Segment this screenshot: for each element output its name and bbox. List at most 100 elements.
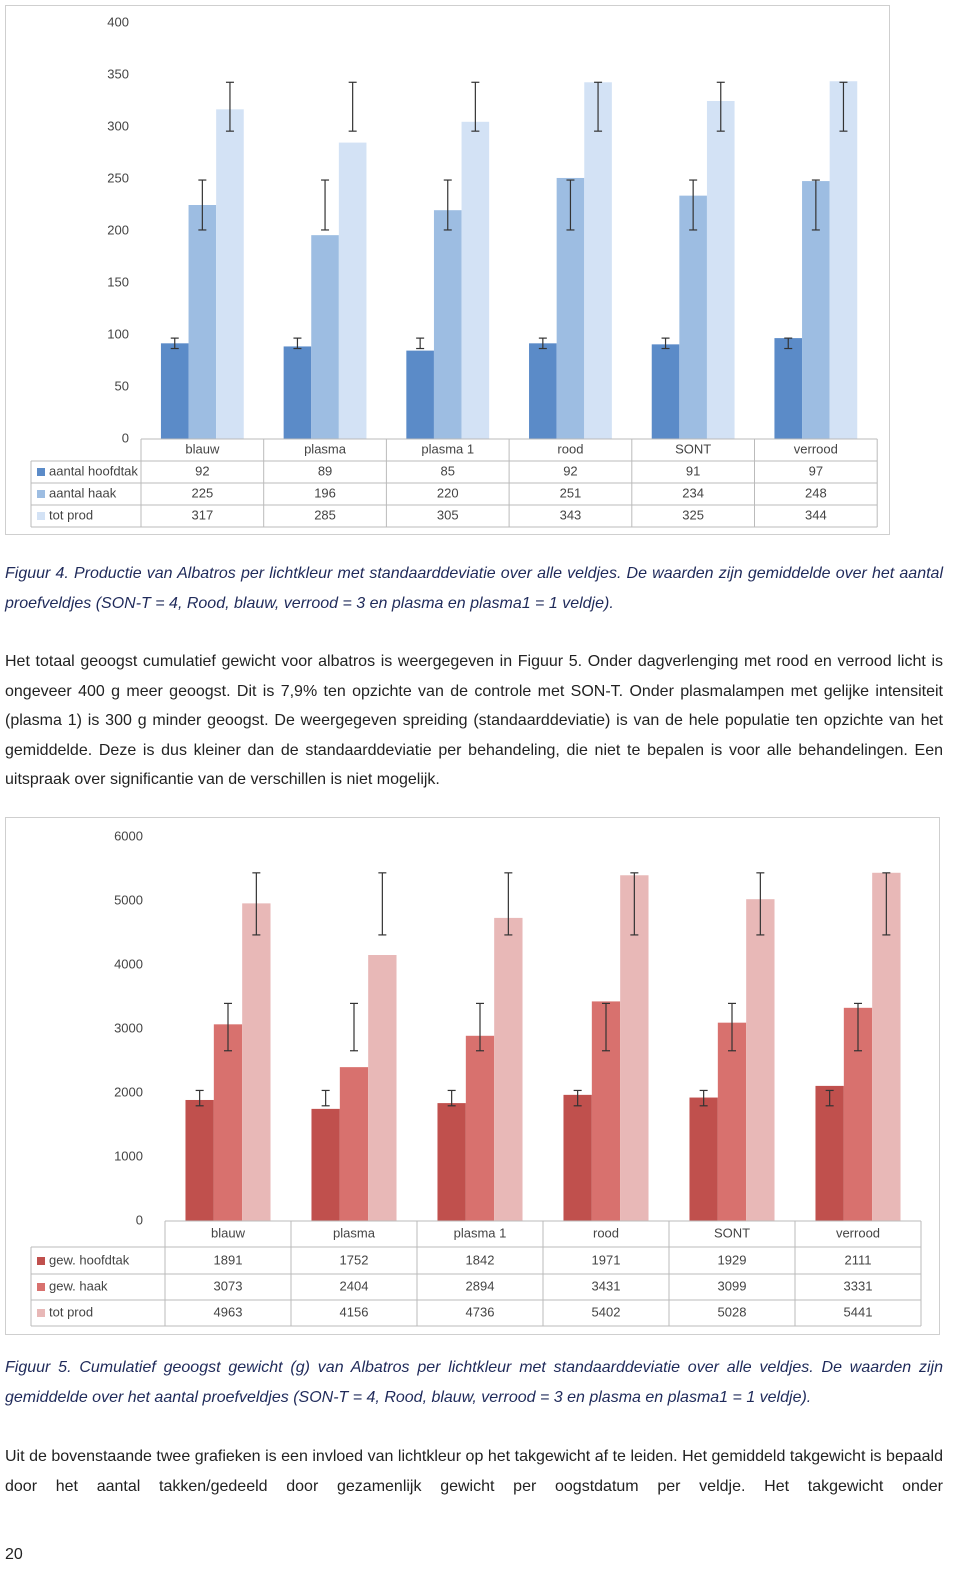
legend-label: gew. haak bbox=[49, 1278, 108, 1293]
table-value: 91 bbox=[686, 463, 700, 478]
category-label: plasma bbox=[304, 441, 347, 456]
table-value: 344 bbox=[805, 507, 827, 522]
bar bbox=[529, 343, 557, 439]
bar bbox=[338, 142, 367, 439]
bar bbox=[311, 235, 339, 439]
table-value: 5402 bbox=[592, 1304, 621, 1319]
bar bbox=[242, 903, 271, 1221]
y-tick-label: 400 bbox=[107, 14, 129, 29]
category-label: rood bbox=[557, 441, 583, 456]
page-number: 20 bbox=[5, 1546, 23, 1563]
legend-label: tot prod bbox=[49, 1304, 93, 1319]
error-bar bbox=[573, 1089, 582, 1107]
table-value: 3073 bbox=[214, 1278, 243, 1293]
paragraph: Het totaal geoogst cumulatief gewicht vo… bbox=[5, 653, 943, 788]
table-value: 5028 bbox=[718, 1304, 747, 1319]
bar bbox=[339, 1067, 369, 1221]
error-bar bbox=[504, 872, 513, 936]
table-value: 1752 bbox=[340, 1252, 369, 1267]
error-bar bbox=[252, 872, 261, 936]
error-bar bbox=[716, 81, 725, 132]
category-label: plasma 1 bbox=[421, 441, 474, 456]
legend-swatch bbox=[37, 1309, 45, 1317]
legend-swatch bbox=[37, 512, 45, 520]
error-bar bbox=[321, 179, 330, 231]
bar bbox=[717, 1022, 747, 1221]
table-value: 305 bbox=[437, 507, 459, 522]
category-label: SONT bbox=[675, 441, 711, 456]
error-bar bbox=[476, 1002, 484, 1052]
category-label: verrood bbox=[794, 441, 838, 456]
error-bar bbox=[784, 337, 793, 350]
table-value: 220 bbox=[437, 485, 459, 500]
table-value: 92 bbox=[195, 463, 209, 478]
y-tick-label: 350 bbox=[107, 66, 129, 81]
bar bbox=[283, 346, 312, 439]
y-tick-label: 3000 bbox=[114, 1020, 143, 1035]
error-bar bbox=[348, 81, 357, 132]
legend-label: aantal hoofdtak bbox=[49, 463, 138, 478]
error-bar bbox=[882, 872, 891, 936]
category-label: blauw bbox=[185, 441, 220, 456]
bar bbox=[829, 81, 858, 440]
table-value: 3431 bbox=[592, 1278, 621, 1293]
table-value: 225 bbox=[191, 485, 213, 500]
category-label: verrood bbox=[836, 1225, 880, 1240]
bar bbox=[689, 1097, 718, 1221]
table-value: 4736 bbox=[466, 1304, 495, 1319]
error-bar bbox=[825, 1089, 834, 1107]
table-value: 4156 bbox=[340, 1304, 369, 1319]
category-label: rood bbox=[593, 1225, 619, 1240]
legend-swatch bbox=[37, 468, 45, 476]
y-tick-label: 0 bbox=[136, 1212, 143, 1227]
bar bbox=[815, 1085, 844, 1221]
error-bar bbox=[811, 179, 820, 231]
table-value: 285 bbox=[314, 507, 336, 522]
error-bar bbox=[350, 1002, 358, 1052]
table-value: 325 bbox=[682, 507, 704, 522]
bar bbox=[311, 1108, 340, 1221]
table-value: 1929 bbox=[718, 1252, 747, 1267]
y-tick-label: 1000 bbox=[114, 1148, 143, 1163]
table-value: 196 bbox=[314, 485, 336, 500]
error-bar bbox=[566, 179, 575, 231]
legend-swatch bbox=[37, 490, 45, 498]
bar bbox=[774, 338, 803, 439]
table-value: 251 bbox=[560, 485, 582, 500]
y-tick-label: 100 bbox=[107, 326, 129, 341]
table-value: 97 bbox=[809, 463, 823, 478]
y-tick-label: 200 bbox=[107, 222, 129, 237]
table-value: 2894 bbox=[466, 1278, 495, 1293]
bar bbox=[706, 101, 735, 439]
error-bar bbox=[198, 179, 207, 231]
legend-label: gew. hoofdtak bbox=[49, 1252, 130, 1267]
y-tick-label: 5000 bbox=[114, 892, 143, 907]
error-bar bbox=[170, 337, 179, 350]
error-bar bbox=[689, 179, 698, 231]
y-tick-label: 300 bbox=[107, 118, 129, 133]
table-value: 4963 bbox=[214, 1304, 243, 1319]
bar bbox=[406, 350, 434, 439]
bar bbox=[160, 343, 189, 439]
caption: Figuur 4. Productie van Albatros per lic… bbox=[5, 565, 943, 612]
bar bbox=[746, 899, 775, 1221]
bar bbox=[213, 1024, 243, 1221]
y-tick-label: 150 bbox=[107, 274, 129, 289]
bar bbox=[679, 195, 707, 439]
error-bar bbox=[854, 1002, 862, 1052]
y-tick-label: 250 bbox=[107, 170, 129, 185]
table-value: 3331 bbox=[844, 1278, 873, 1293]
table-value: 5441 bbox=[844, 1304, 873, 1319]
table-value: 234 bbox=[682, 485, 704, 500]
paragraph: Uit de bovenstaande twee grafieken is ee… bbox=[5, 1448, 943, 1495]
error-bar bbox=[195, 1089, 204, 1107]
bar bbox=[465, 1035, 495, 1221]
bar bbox=[494, 917, 523, 1221]
error-bar bbox=[378, 872, 387, 936]
error-bar bbox=[538, 337, 547, 350]
legend-label: aantal haak bbox=[49, 485, 117, 500]
category-label: SONT bbox=[714, 1225, 750, 1240]
table-value: 248 bbox=[805, 485, 827, 500]
y-tick-label: 4000 bbox=[114, 956, 143, 971]
bar bbox=[437, 1103, 466, 1221]
